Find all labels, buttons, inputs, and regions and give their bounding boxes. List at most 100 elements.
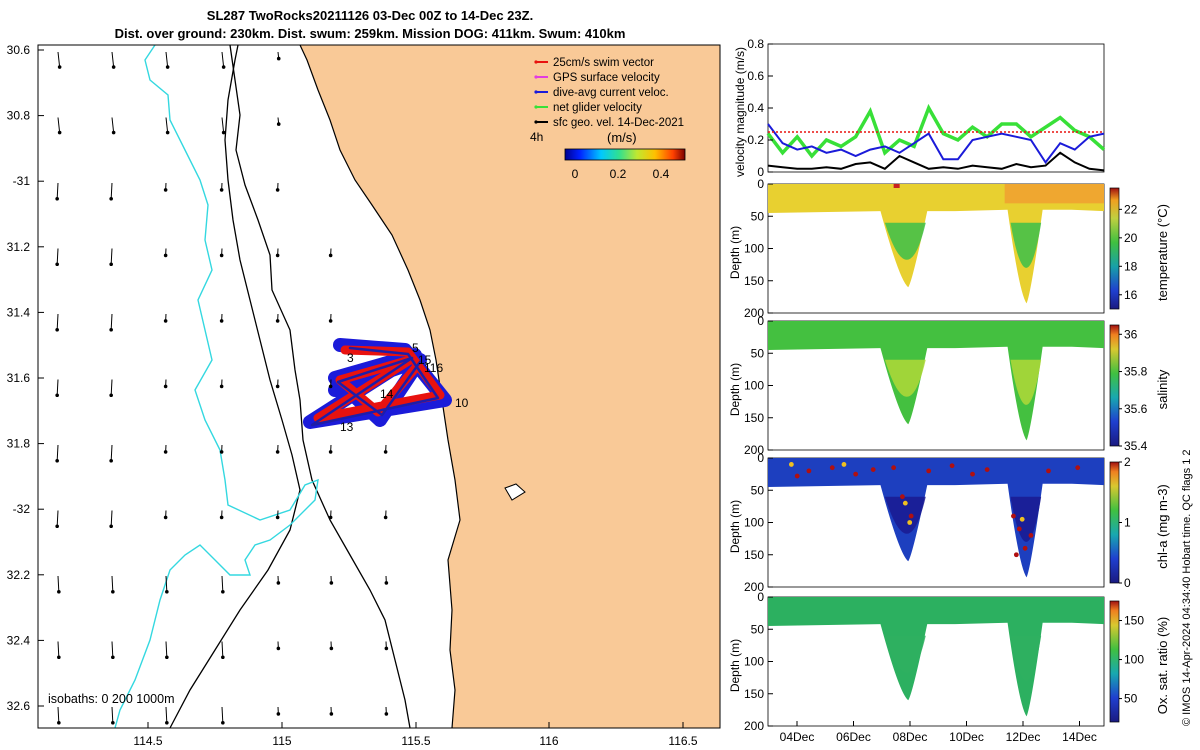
geo-vector-head bbox=[55, 262, 59, 267]
section-panel: 0 50 100 150 200 Depth (m) 16 18 20 22 temperature… bbox=[728, 177, 1170, 320]
geo-vector-head bbox=[57, 130, 62, 135]
geo-vector-head bbox=[275, 188, 280, 192]
lon-tick-label: 115 bbox=[272, 734, 291, 748]
chl-dot-yellow bbox=[907, 520, 913, 525]
colorbar-tick-label: 36 bbox=[1124, 327, 1138, 341]
track-label-3: 3 bbox=[347, 351, 354, 365]
chl-dot bbox=[1016, 526, 1022, 532]
geo-vector bbox=[165, 706, 168, 723]
geo-vector-head bbox=[219, 188, 224, 192]
section-ytick-label: 0 bbox=[757, 590, 764, 604]
geo-vector bbox=[110, 313, 113, 330]
geo-vector-head bbox=[219, 319, 224, 323]
section-ytick-label: 100 bbox=[744, 242, 764, 256]
section-ytick-label: 0 bbox=[757, 177, 764, 191]
lat-tick-label: 31.8 bbox=[7, 437, 31, 451]
lon-tick-label: 116.5 bbox=[668, 734, 697, 748]
velocity-series-line bbox=[767, 151, 1105, 172]
geo-vector-head bbox=[163, 384, 168, 389]
section-ylabel: Depth (m) bbox=[728, 500, 742, 553]
geo-vector-head bbox=[276, 56, 281, 61]
legend-swatch-head bbox=[534, 90, 538, 94]
lat-tick-label: 31.4 bbox=[7, 305, 31, 319]
geo-vector-head bbox=[221, 589, 225, 594]
section-colorbar bbox=[1109, 461, 1120, 584]
glider-track bbox=[303, 338, 452, 429]
legend-swatch-head bbox=[534, 75, 538, 79]
geo-vector-head bbox=[275, 384, 280, 389]
colorbar-tick-label: 20 bbox=[1124, 231, 1138, 245]
geo-vector-head bbox=[55, 393, 59, 398]
geo-vector-head bbox=[383, 450, 388, 454]
geo-vector bbox=[110, 444, 113, 461]
geo-vector-head bbox=[276, 646, 281, 651]
geo-vector bbox=[110, 510, 113, 527]
geo-vector-head bbox=[109, 196, 113, 201]
geo-vector bbox=[111, 641, 114, 658]
geo-vector-head bbox=[57, 720, 61, 725]
chl-dot-yellow bbox=[1019, 516, 1025, 522]
section-panel: 0 50 100 150 200 Depth (m) 35.4 35.6 35.8 36 salin… bbox=[728, 314, 1170, 457]
geo-vector-head bbox=[276, 122, 281, 126]
legend-label: dive-avg current veloc. bbox=[553, 87, 669, 99]
lat-tick-label: -32 bbox=[13, 502, 31, 516]
colorbar-label: salinity bbox=[1155, 369, 1170, 409]
isobath-note: isobaths: 0 200 1000m bbox=[48, 692, 174, 706]
time-axis: 04Dec 06Dec 08Dec 10Dec 12Dec 14Dec bbox=[780, 721, 1097, 744]
section-ytick-label: 150 bbox=[744, 687, 764, 701]
section-dive-2 bbox=[1010, 222, 1042, 268]
geo-vector-head bbox=[55, 196, 59, 201]
section-ytick-label: 150 bbox=[744, 548, 764, 562]
section-ylabel: Depth (m) bbox=[728, 226, 742, 279]
isobath-200m bbox=[229, 44, 411, 729]
legend-swatch-head bbox=[534, 105, 538, 109]
warm-surface-patch bbox=[1004, 184, 1104, 204]
legend-label: net glider velocity bbox=[553, 102, 642, 114]
geo-vector bbox=[111, 575, 114, 592]
geo-vector bbox=[111, 117, 115, 133]
colorbar-tick-label: 22 bbox=[1124, 202, 1138, 216]
colorbar-tick-label: 0 bbox=[1124, 576, 1131, 590]
geo-vector-head bbox=[276, 581, 281, 585]
time-tick-label: 14Dec bbox=[1062, 730, 1097, 744]
geo-vector-head bbox=[384, 646, 389, 651]
chl-dot bbox=[1011, 513, 1016, 519]
section-panel: 0 50 100 150 200 Depth (m) 0 1 2 chl-a (mg m-3) bbox=[728, 451, 1170, 594]
chl-dot bbox=[853, 471, 859, 477]
colorbar-tick-label: 18 bbox=[1124, 259, 1138, 273]
section-dive-2 bbox=[1010, 496, 1042, 542]
geo-vector-head bbox=[219, 450, 224, 454]
section-ytick-label: 0 bbox=[757, 451, 764, 465]
geo-vector bbox=[165, 641, 168, 658]
chl-dot bbox=[1046, 468, 1051, 474]
geo-vector-head bbox=[55, 327, 59, 332]
velocity-ylabel: velocity magnitude (m/s) bbox=[733, 47, 747, 177]
legend-swatch-head bbox=[534, 60, 538, 64]
geo-vector bbox=[56, 379, 59, 396]
chl-dot bbox=[926, 468, 932, 474]
velocity-ytick-label: 0.8 bbox=[747, 37, 764, 51]
geo-vector-head bbox=[111, 65, 116, 69]
geo-vector-head bbox=[384, 712, 389, 716]
geo-vector bbox=[57, 706, 60, 723]
section-fill bbox=[768, 458, 1104, 578]
geo-vector bbox=[111, 706, 114, 723]
geo-vector-head bbox=[163, 253, 168, 258]
geo-vector-head bbox=[328, 319, 333, 323]
geo-vector bbox=[221, 575, 224, 592]
chl-dot-yellow bbox=[841, 462, 847, 467]
chl-dot bbox=[891, 465, 897, 471]
colorbar-tick-label: 150 bbox=[1124, 614, 1144, 628]
section-ytick-label: 100 bbox=[744, 379, 764, 393]
geo-vector-head bbox=[219, 515, 224, 520]
colorbar-tick-label: 2 bbox=[1124, 455, 1131, 469]
track-label-116: 116 bbox=[424, 361, 443, 375]
colorbar-tick-label: 35.8 bbox=[1124, 365, 1148, 379]
section-dive-1 bbox=[884, 635, 926, 673]
section-ytick-label: 200 bbox=[744, 306, 764, 320]
geo-vector-head bbox=[328, 515, 333, 520]
geo-vector-head bbox=[384, 581, 389, 585]
geo-vector bbox=[56, 248, 59, 265]
